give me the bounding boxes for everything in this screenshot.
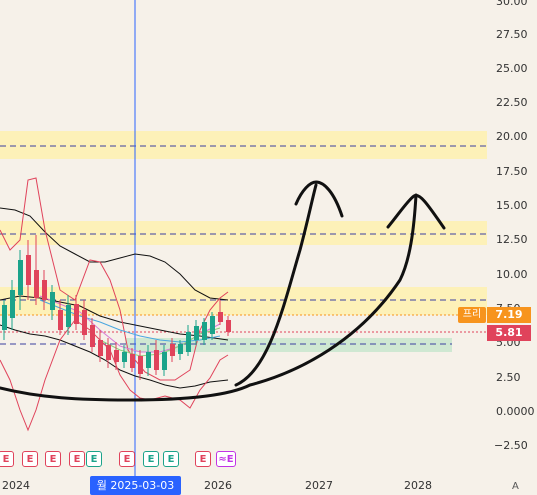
candle [114, 350, 119, 362]
candle [154, 350, 159, 370]
price-axis-label: 12.50 [496, 233, 528, 246]
auto-scale-button[interactable]: A [512, 481, 519, 492]
earnings-marker[interactable]: E [195, 451, 211, 467]
price-axis-label: −2.50 [494, 439, 528, 452]
price-axis-label: 20.00 [496, 130, 528, 143]
price-axis-label: 2.50 [496, 371, 521, 384]
candle [50, 292, 55, 310]
support-zone [125, 338, 452, 352]
earnings-marker[interactable]: E [163, 451, 179, 467]
time-axis-label: 2028 [404, 479, 432, 492]
candle [2, 305, 7, 330]
resistance-zone [0, 221, 487, 245]
price-axis-label: 0.0000 [496, 405, 535, 418]
earnings-marker[interactable]: ≈E [216, 451, 236, 467]
earnings-marker[interactable]: E [45, 451, 61, 467]
candle [170, 344, 175, 356]
candle [18, 260, 23, 295]
candle [218, 312, 223, 322]
candle [146, 352, 151, 368]
last-price-tag: 5.81 [487, 325, 531, 341]
candle [26, 255, 31, 285]
candle [106, 345, 111, 360]
resistance-zone [0, 131, 487, 159]
moving-average-green [99, 327, 221, 357]
candle [42, 280, 47, 300]
earnings-marker[interactable]: E [22, 451, 38, 467]
candle [130, 354, 135, 368]
earnings-marker[interactable]: E [143, 451, 159, 467]
candle [178, 344, 183, 354]
candle [210, 316, 215, 334]
candle [74, 304, 79, 324]
drawn-arrow-line [234, 183, 318, 387]
candle [122, 352, 127, 362]
candle [10, 290, 15, 318]
earnings-marker[interactable]: E [86, 451, 102, 467]
premarket-label: 프리 [458, 307, 486, 323]
resistance-zone [0, 287, 487, 315]
envelope-lower [0, 319, 229, 432]
bollinger-upper [0, 207, 229, 301]
crosshair-date-label: 월 2025-03-03 [90, 476, 181, 495]
premarket-price-tag: 7.19 [487, 307, 531, 323]
envelope-upper [0, 177, 229, 381]
candle [226, 320, 231, 332]
candle [162, 352, 167, 370]
drawn-arrow-head [294, 180, 344, 218]
earnings-marker[interactable]: E [119, 451, 135, 467]
price-axis-label: 17.50 [496, 165, 528, 178]
time-axis-label: 2027 [305, 479, 333, 492]
candle [58, 310, 63, 330]
candle [98, 340, 103, 356]
bollinger-lower [0, 324, 229, 389]
candle [202, 322, 207, 340]
candles [2, 235, 231, 380]
price-axis-label: 25.00 [496, 62, 528, 75]
time-axis-label: 2024 [2, 479, 30, 492]
candle [138, 356, 143, 374]
price-axis-label: 22.50 [496, 96, 528, 109]
price-axis-label: 27.50 [496, 28, 528, 41]
candle [66, 305, 71, 327]
time-axis-label: 2026 [204, 479, 232, 492]
price-axis-label: 30.00 [496, 0, 528, 8]
earnings-marker[interactable]: E [0, 451, 14, 467]
candle [90, 325, 95, 347]
price-axis-label: 15.00 [496, 199, 528, 212]
drawn-arrow-head [386, 193, 446, 230]
price-axis-label: 10.00 [496, 268, 528, 281]
candle [34, 270, 39, 298]
drawn-bottom-curve [0, 193, 418, 402]
earnings-marker[interactable]: E [69, 451, 85, 467]
candle [194, 326, 199, 340]
candle [82, 310, 87, 335]
candle [186, 332, 191, 352]
